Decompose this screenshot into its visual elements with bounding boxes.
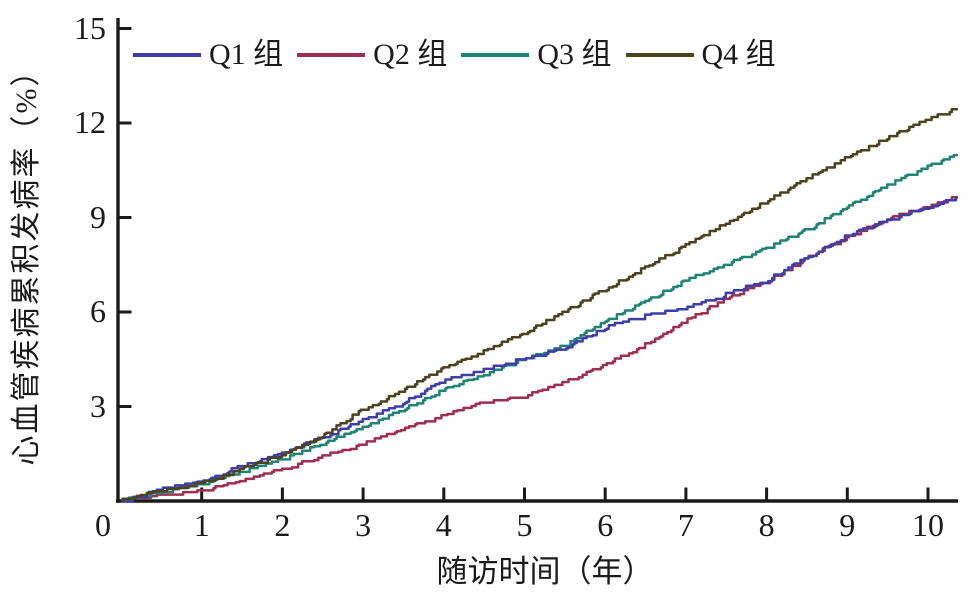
legend-line-swatch-q3: [461, 53, 530, 57]
legend-item-q3: Q3 组: [461, 33, 625, 77]
y-axis-title: 心血管疾病累积发病率（%）: [10, 54, 43, 466]
legend-line-swatch-q2: [297, 53, 366, 57]
series-line-q4: [121, 107, 958, 503]
x-tick-label: 0: [95, 507, 111, 543]
legend-label-q1: Q1 组: [209, 38, 284, 71]
y-tick-label: 15: [74, 9, 106, 46]
series-curves: [121, 107, 958, 503]
legend: Q1 组 Q2 组 Q3 组 Q4 组: [133, 33, 790, 77]
x-tick-label: 3: [355, 507, 372, 543]
x-tick-label: 6: [597, 507, 614, 543]
series-line-q1: [121, 196, 958, 503]
legend-label-q4: Q4 组: [701, 38, 776, 71]
x-tick-label: 8: [758, 507, 775, 543]
y-tick-label: 12: [74, 104, 106, 140]
x-tick-label: 4: [435, 507, 452, 543]
y-tick-label: 3: [90, 387, 106, 424]
legend-item-q1: Q1 组: [133, 33, 297, 77]
x-axis-title: 随访时间（年）: [436, 554, 654, 589]
legend-item-q2: Q2 组: [297, 33, 461, 77]
legend-label-q3: Q3 组: [537, 38, 612, 71]
y-tick-label: 9: [90, 198, 106, 235]
axes: [116, 18, 958, 503]
legend-label-q2: Q2 组: [373, 38, 448, 71]
legend-line-swatch-q1: [133, 53, 201, 57]
x-tick-label: 5: [516, 507, 533, 543]
series-line-q2: [121, 196, 958, 503]
x-tick-label: 10: [912, 507, 944, 543]
x-tick-label: 2: [274, 507, 291, 543]
y-tick-label: 6: [90, 293, 106, 329]
x-tick-label: 1: [193, 507, 210, 543]
x-tick-label: 9: [839, 507, 856, 543]
legend-line-swatch-q4: [625, 53, 694, 57]
series-line-q3: [121, 153, 958, 503]
x-tick-label: 7: [677, 507, 694, 543]
legend-item-q4: Q4 组: [625, 33, 790, 77]
